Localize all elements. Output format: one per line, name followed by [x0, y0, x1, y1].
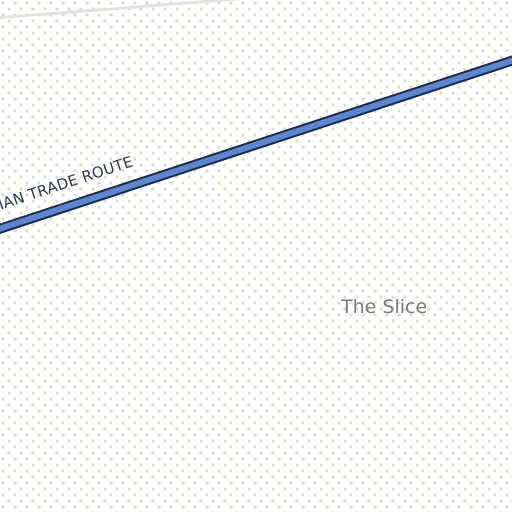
place-label-the-slice[interactable]: The Slice — [341, 296, 428, 318]
minor-road[interactable] — [0, 0, 250, 20]
trade-route-fill — [0, 57, 512, 232]
trade-route[interactable] — [0, 55, 512, 234]
